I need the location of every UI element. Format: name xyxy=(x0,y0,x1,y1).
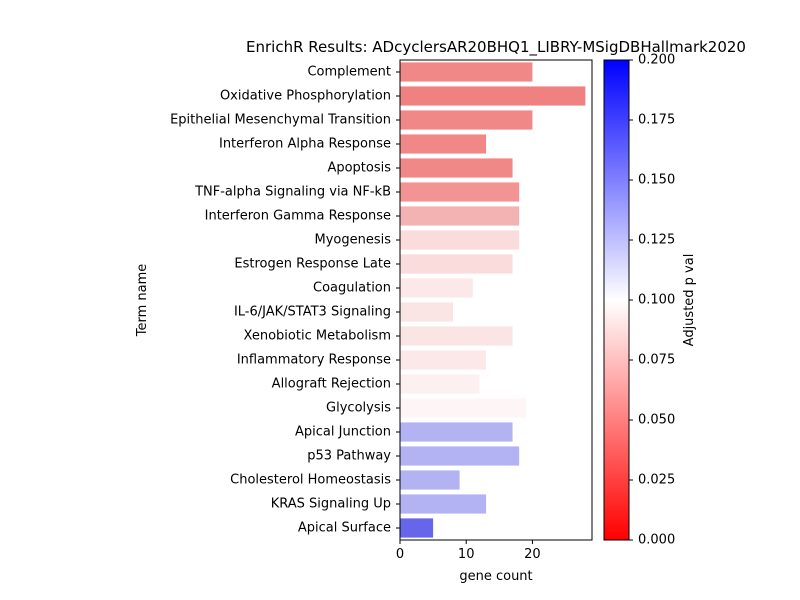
term-label: Complement xyxy=(307,65,391,80)
term-label: KRAS Signaling Up xyxy=(271,497,391,512)
bar xyxy=(400,398,526,418)
colorbar-tick-label: 0.150 xyxy=(638,173,675,188)
bar xyxy=(400,86,586,106)
bar xyxy=(400,62,533,82)
colorbar-ticks: 0.000 0.025 0.050 0.075 0.100 0.125 0.150 0.175… xyxy=(629,53,675,548)
colorbar-tick-label: 0.025 xyxy=(638,473,675,488)
term-label: Epithelial Mesenchymal Transition xyxy=(170,113,391,128)
colorbar-tick-label: 0.075 xyxy=(638,353,675,368)
bar xyxy=(400,302,453,322)
bar xyxy=(400,182,520,202)
bar xyxy=(400,518,434,538)
bar xyxy=(400,374,480,394)
term-label: Oxidative Phosphorylation xyxy=(220,89,391,104)
plot-frame xyxy=(399,59,593,541)
colorbar-tick-label: 0.050 xyxy=(638,413,675,428)
colorbar-label: Adjusted p val xyxy=(682,254,697,347)
bar xyxy=(400,254,513,274)
bar xyxy=(400,494,487,514)
term-label: Coagulation xyxy=(313,281,391,296)
bar xyxy=(400,470,460,490)
term-label: Glycolysis xyxy=(326,401,391,416)
term-label: Apical Surface xyxy=(298,521,391,536)
colorbar-tick-label: 0.125 xyxy=(638,233,675,248)
term-label: Inflammatory Response xyxy=(237,353,391,368)
term-label: Interferon Alpha Response xyxy=(219,137,391,152)
x-tick-label: 20 xyxy=(524,547,541,562)
chart-title: EnrichR Results: ADcyclersAR20BHQ1_LIBRY… xyxy=(246,38,746,57)
x-axis-label: gene count xyxy=(459,569,532,584)
bar xyxy=(400,350,487,370)
colorbar-tick-label: 0.000 xyxy=(638,533,675,548)
x-tick-label: 0 xyxy=(396,547,404,562)
bar xyxy=(400,110,533,130)
term-label: Myogenesis xyxy=(314,233,391,248)
bar xyxy=(400,422,513,442)
bar xyxy=(400,206,520,226)
term-labels: Complement Oxidative Phosphorylation Epith… xyxy=(170,65,400,536)
term-label: TNF-alpha Signaling via NF-kB xyxy=(194,185,391,200)
term-label: Cholesterol Homeostasis xyxy=(230,473,391,488)
colorbar-tick-label: 0.100 xyxy=(638,293,675,308)
colorbar-tick-label: 0.175 xyxy=(638,113,675,128)
y-axis-label: Term name xyxy=(135,264,150,338)
term-label: Xenobiotic Metabolism xyxy=(244,329,391,344)
x-tick-label: 10 xyxy=(458,547,475,562)
bar xyxy=(400,278,473,298)
bar xyxy=(400,158,513,178)
bar xyxy=(400,446,520,466)
term-label: Interferon Gamma Response xyxy=(205,209,391,224)
term-label: Estrogen Response Late xyxy=(234,257,391,272)
term-label: Apoptosis xyxy=(327,161,391,176)
bars-group xyxy=(400,62,586,538)
bar xyxy=(400,326,513,346)
colorbar xyxy=(603,59,630,541)
colorbar-tick-label: 0.200 xyxy=(638,53,675,68)
x-axis-ticks: 0 10 20 xyxy=(396,540,541,562)
term-label: IL-6/JAK/STAT3 Signaling xyxy=(234,305,391,320)
bar xyxy=(400,134,487,154)
bar xyxy=(400,230,520,250)
term-label: p53 Pathway xyxy=(307,449,391,464)
term-label: Allograft Rejection xyxy=(272,377,391,392)
term-label: Apical Junction xyxy=(295,425,391,440)
